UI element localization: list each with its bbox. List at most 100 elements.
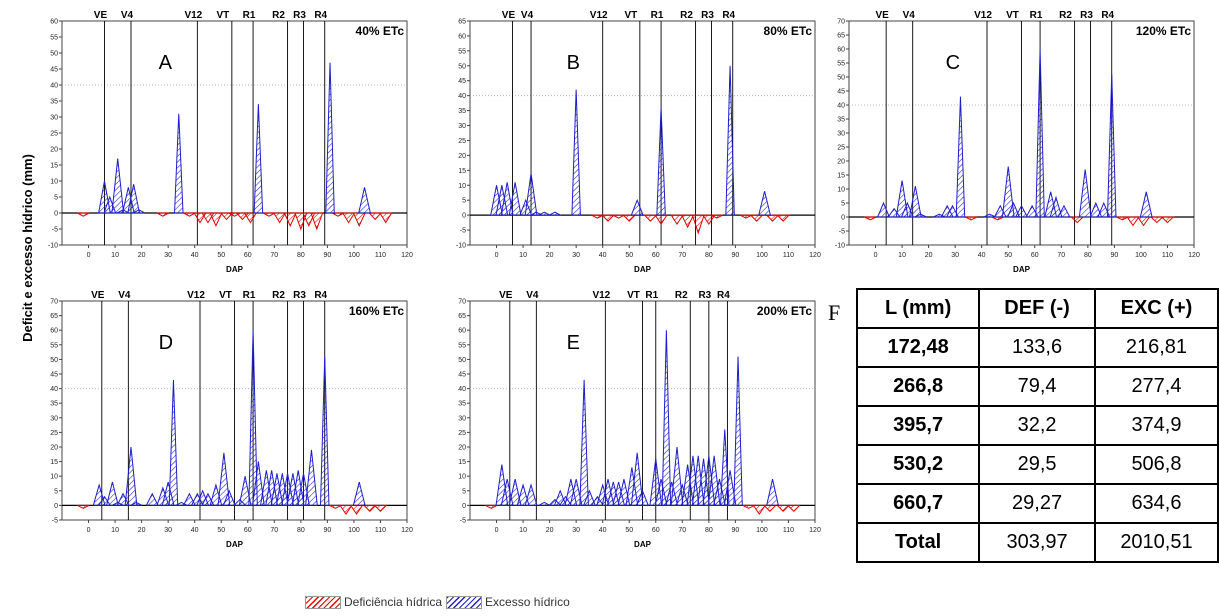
y-tick-label: 60 bbox=[458, 33, 466, 40]
excess-spike bbox=[1025, 204, 1039, 218]
x-tick-label: 110 bbox=[1162, 252, 1173, 259]
excess-spike bbox=[1139, 191, 1153, 218]
y-tick-label: 10 bbox=[50, 474, 58, 481]
deficit-spike bbox=[209, 212, 223, 228]
y-tick-label: 30 bbox=[458, 415, 466, 422]
stage-label: R2 bbox=[675, 290, 688, 301]
y-tick-label: 5 bbox=[462, 198, 466, 205]
y-tick-label: 30 bbox=[458, 123, 466, 130]
x-tick-label: 30 bbox=[572, 252, 580, 259]
deficit-spike bbox=[379, 212, 393, 224]
stage-label: VE bbox=[875, 10, 889, 21]
x-tick-label: 40 bbox=[599, 252, 607, 259]
y-tick-label: 35 bbox=[458, 401, 466, 408]
table-header-cell: EXC (+) bbox=[1093, 288, 1219, 329]
stage-label: R4 bbox=[314, 10, 327, 21]
y-tick-label: 0 bbox=[462, 503, 466, 510]
stage-label: R3 bbox=[701, 10, 714, 21]
panel-letter: D bbox=[159, 332, 173, 354]
deficit-spike bbox=[368, 212, 383, 221]
x-tick-label: 90 bbox=[323, 252, 331, 259]
x-tick-label: 90 bbox=[731, 252, 739, 259]
excess-spike bbox=[508, 479, 522, 506]
deficit-spike bbox=[294, 212, 308, 231]
y-tick-label: 40 bbox=[458, 93, 466, 100]
deficit-spike bbox=[341, 212, 356, 224]
x-tick-label: 30 bbox=[572, 527, 580, 534]
y-tick-label: 70 bbox=[458, 299, 466, 306]
y-tick-label: 35 bbox=[458, 108, 466, 115]
deficit-spike bbox=[1149, 216, 1164, 224]
x-axis-label: DAP bbox=[634, 540, 652, 549]
x-tick-label: 30 bbox=[951, 252, 959, 259]
stage-label: R3 bbox=[293, 290, 306, 301]
table-cell: 530,2 bbox=[855, 444, 981, 485]
table-header-cell: L (mm) bbox=[855, 288, 981, 329]
y-tick-label: 5 bbox=[54, 488, 58, 495]
y-tick-label: 0 bbox=[54, 503, 58, 510]
stage-label: VT bbox=[624, 10, 637, 21]
deficit-spike bbox=[622, 214, 637, 222]
y-tick-label: 60 bbox=[50, 19, 58, 26]
deficit-spike bbox=[331, 212, 345, 217]
x-axis-label: DAP bbox=[226, 540, 244, 549]
deficit-spike bbox=[183, 212, 196, 217]
panel-title: 40% ETc bbox=[356, 24, 405, 38]
stage-label: VT bbox=[1006, 10, 1019, 21]
excess-spike bbox=[571, 89, 581, 216]
x-tick-label: 0 bbox=[874, 252, 878, 259]
excess-spike bbox=[766, 479, 780, 506]
y-tick-label: 20 bbox=[837, 159, 845, 166]
x-tick-label: 80 bbox=[705, 252, 713, 259]
deficit-spike bbox=[77, 212, 90, 217]
excess-spike bbox=[325, 62, 335, 214]
y-tick-label: 65 bbox=[458, 19, 466, 26]
stage-label: V12 bbox=[974, 10, 992, 21]
y-tick-label: -5 bbox=[52, 518, 58, 525]
table-header-row: L (mm) DEF (-) EXC (+) bbox=[855, 288, 1219, 329]
table-row: 530,2 29,5 506,8 bbox=[855, 444, 1219, 485]
y-tick-label: 45 bbox=[458, 372, 466, 379]
chart-panel-e: -5 0 5 10 15 20 25 30 35 40 45 50 55 60 65 70 0 10 20 30 40 5… bbox=[458, 290, 821, 549]
deficit-spike bbox=[710, 214, 723, 219]
y-tick-label: 10 bbox=[50, 179, 58, 186]
deficit-spike bbox=[600, 214, 616, 222]
y-tick-label: 45 bbox=[50, 372, 58, 379]
deficit-spike bbox=[1070, 216, 1085, 224]
stage-label: R1 bbox=[651, 10, 664, 21]
table-cell: 266,8 bbox=[855, 366, 981, 407]
x-tick-label: 110 bbox=[783, 527, 794, 534]
excess-spike bbox=[352, 481, 366, 506]
y-tick-label: 25 bbox=[458, 430, 466, 437]
stage-label: V12 bbox=[592, 290, 610, 301]
legend-swatch-excess bbox=[446, 595, 483, 609]
y-tick-label: 35 bbox=[50, 99, 58, 106]
legend: Deficiência hídrica Excesso hídrico bbox=[305, 593, 570, 611]
legend-label-excess: Excesso hídrico bbox=[485, 595, 570, 609]
y-tick-label: 5 bbox=[841, 201, 845, 208]
excess-spike bbox=[758, 191, 772, 216]
y-tick-label: 65 bbox=[837, 33, 845, 40]
y-tick-label: 0 bbox=[462, 213, 466, 220]
y-tick-label: 60 bbox=[458, 328, 466, 335]
stage-label: R2 bbox=[272, 290, 285, 301]
x-tick-label: 120 bbox=[809, 252, 821, 259]
deficit-spike bbox=[776, 504, 791, 512]
excess-spike bbox=[524, 483, 538, 506]
table-cell: 506,8 bbox=[1093, 444, 1219, 485]
deficit-spike bbox=[765, 214, 780, 222]
x-axis-label: DAP bbox=[634, 265, 652, 274]
x-tick-label: 90 bbox=[1110, 252, 1118, 259]
excess-spike bbox=[1006, 201, 1021, 218]
table-cell: 660,7 bbox=[855, 483, 981, 524]
y-tick-label: -5 bbox=[839, 229, 845, 236]
y-tick-label: 15 bbox=[50, 459, 58, 466]
x-tick-label: 70 bbox=[678, 252, 686, 259]
chart-panel-b: -10 -5 0 5 10 15 20 25 30 35 40 45 50 55 60 65 0 10 20 30 40… bbox=[456, 10, 821, 274]
excess-spike bbox=[733, 356, 743, 506]
table-cell: 29,5 bbox=[978, 444, 1096, 485]
y-tick-label: 50 bbox=[458, 63, 466, 70]
x-axis-label: DAP bbox=[226, 265, 244, 274]
y-tick-label: 55 bbox=[458, 342, 466, 349]
x-tick-label: 60 bbox=[244, 252, 252, 259]
